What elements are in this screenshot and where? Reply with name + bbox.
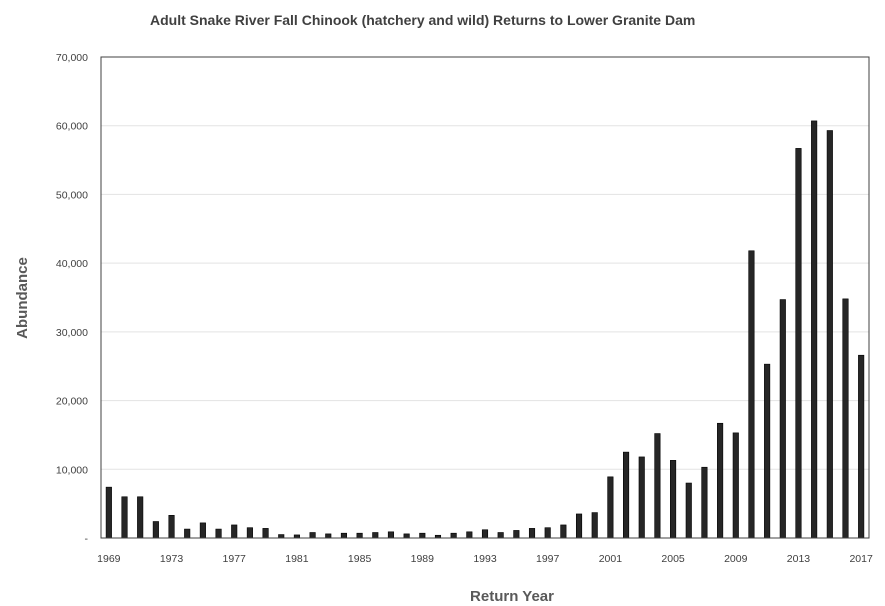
- bar-2016: [842, 298, 849, 539]
- y-tick-label: 40,000: [56, 258, 88, 270]
- bar-2005: [670, 460, 677, 539]
- bar-1999: [575, 513, 583, 539]
- x-tick-label: 1981: [285, 553, 309, 565]
- x-tick-label: 1989: [411, 553, 435, 565]
- bar-1970: [121, 496, 128, 539]
- bar-2004: [654, 433, 661, 539]
- y-tick-label: 30,000: [56, 327, 88, 339]
- x-tick-label: 1977: [223, 553, 247, 565]
- bar-1988: [403, 533, 410, 539]
- bar-1977: [231, 524, 238, 539]
- y-tick-label: 50,000: [56, 189, 88, 201]
- gridlines: [101, 125, 869, 470]
- bar-2011: [764, 363, 771, 539]
- y-tick-label: 20,000: [56, 396, 88, 408]
- bar-2006: [685, 482, 692, 539]
- bar-1989: [419, 532, 426, 539]
- y-axis-title: Abundance: [14, 257, 31, 339]
- bar-1976: [215, 528, 222, 539]
- x-tick-label: 2017: [849, 553, 873, 565]
- y-tick-label: -: [85, 533, 89, 545]
- x-tick-label: 1997: [536, 553, 560, 565]
- x-tick-label: 1973: [160, 553, 184, 565]
- x-tick-label: 2001: [599, 553, 623, 565]
- bar-1978: [246, 527, 253, 539]
- bar-1973: [168, 515, 175, 539]
- bar-1987: [387, 531, 395, 539]
- plot-area-frame: [100, 56, 870, 539]
- bar-2007: [701, 466, 708, 539]
- bar-1985: [356, 532, 363, 539]
- y-axis-ticks: - 10,000 20,000 30,000 40,000 50,000 60,000 70,…: [56, 52, 89, 545]
- bar-1996: [528, 528, 536, 539]
- bar-1984: [340, 532, 347, 539]
- bar-1992: [466, 531, 473, 539]
- bars: [105, 120, 865, 539]
- bar-2013: [795, 148, 802, 539]
- bar-2012: [779, 299, 786, 539]
- chart-title: Adult Snake River Fall Chinook (hatchery…: [150, 12, 696, 28]
- x-axis-title: Return Year: [470, 588, 554, 605]
- bar-1994: [497, 532, 504, 539]
- bar-1991: [450, 532, 457, 539]
- bar-1972: [152, 521, 159, 539]
- x-tick-label: 1993: [473, 553, 497, 565]
- bar-1974: [184, 528, 191, 539]
- bar-2015: [826, 130, 833, 539]
- x-tick-label: 1985: [348, 553, 372, 565]
- bar-2001: [607, 476, 614, 539]
- y-tick-label: 60,000: [56, 121, 88, 133]
- x-axis-ticks: 1969 1973 1977 1981 1985 1989 1993 1997 2001 2005…: [97, 553, 873, 565]
- bar-1995: [513, 530, 520, 539]
- bar-2000: [591, 512, 598, 539]
- bar-1986: [372, 532, 379, 539]
- y-tick-label: 70,000: [56, 52, 88, 64]
- bar-1997: [544, 527, 551, 539]
- y-tick-label: 10,000: [56, 464, 88, 476]
- bar-1979: [262, 528, 269, 539]
- bar-1971: [137, 496, 144, 539]
- x-tick-label: 2009: [724, 553, 748, 565]
- bar-1980: [278, 534, 285, 539]
- bar-2008: [717, 422, 724, 539]
- bar-1993: [481, 529, 489, 539]
- bar-2010: [748, 250, 755, 539]
- bar-1998: [560, 524, 567, 539]
- bar-1983: [325, 533, 332, 539]
- bar-1975: [199, 522, 206, 539]
- bar-2002: [623, 451, 630, 539]
- x-tick-label: 2005: [661, 553, 685, 565]
- bar-2014: [811, 120, 818, 539]
- bar-2003: [638, 456, 645, 539]
- x-tick-label: 1969: [97, 553, 121, 565]
- x-tick-label: 2013: [787, 553, 811, 565]
- bar-1982: [309, 532, 316, 539]
- bar-2017: [858, 354, 865, 539]
- bar-2009: [732, 432, 739, 539]
- bar-1969: [105, 486, 112, 539]
